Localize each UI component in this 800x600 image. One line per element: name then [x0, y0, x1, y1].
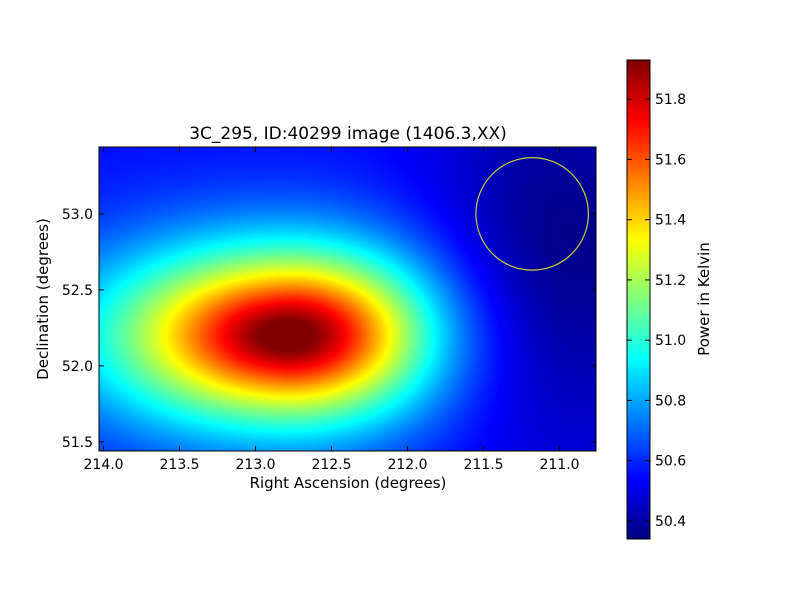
- x-axis-label: Right Ascension (degrees): [250, 474, 447, 492]
- colorbar: 50.4 50.6 50.8 51.0 51.2 51.4 51.6 51.8 Power i…: [626, 59, 713, 540]
- colorbar-tick-label: 51.4: [655, 213, 686, 229]
- x-tick-label: 211.5: [463, 457, 503, 473]
- y-tick-label: 52.5: [62, 283, 93, 299]
- colorbar-tick-label: 50.4: [655, 514, 686, 530]
- colorbar-tick-label: 51.8: [655, 92, 686, 108]
- colorbar-frame: [626, 59, 651, 540]
- x-tick-label: 211.0: [539, 457, 579, 473]
- colorbar-tick-label: 51.6: [655, 152, 686, 168]
- y-axis-ticks: 51.5 52.0 52.5 53.0: [62, 207, 596, 451]
- colorbar-tick-label: 50.8: [655, 393, 686, 409]
- x-tick-label: 214.0: [84, 457, 124, 473]
- colorbar-tick-label: 50.6: [655, 454, 686, 470]
- x-tick-label: 212.0: [387, 457, 427, 473]
- x-tick-label: 213.5: [160, 457, 200, 473]
- colorbar-tick-label: 51.0: [655, 333, 686, 349]
- y-axis-label: Declination (degrees): [34, 218, 52, 380]
- colorbar-gradient: [627, 60, 650, 539]
- x-tick-label: 212.5: [311, 457, 351, 473]
- heatmap-image: [99, 147, 596, 451]
- plot-area: [98, 146, 597, 452]
- annotation-layer: [475, 157, 590, 271]
- y-tick-label: 51.5: [62, 435, 93, 451]
- y-tick-label: 52.0: [62, 359, 93, 375]
- colorbar-ticks: 50.4 50.6 50.8 51.0 51.2 51.4 51.6 51.8: [627, 92, 686, 530]
- x-axis-ticks: 214.0 213.5 213.0 212.5 212.0 211.5 211.0: [84, 147, 580, 473]
- colorbar-tick-label: 51.2: [655, 273, 686, 289]
- colorbar-label: Power in Kelvin: [695, 242, 713, 356]
- plot-frame: [98, 146, 597, 452]
- y-tick-label: 53.0: [62, 207, 93, 223]
- x-tick-label: 213.0: [236, 457, 276, 473]
- chart-title: 3C_295, ID:40299 image (1406.3,XX): [189, 124, 507, 144]
- beam-circle: [475, 157, 590, 271]
